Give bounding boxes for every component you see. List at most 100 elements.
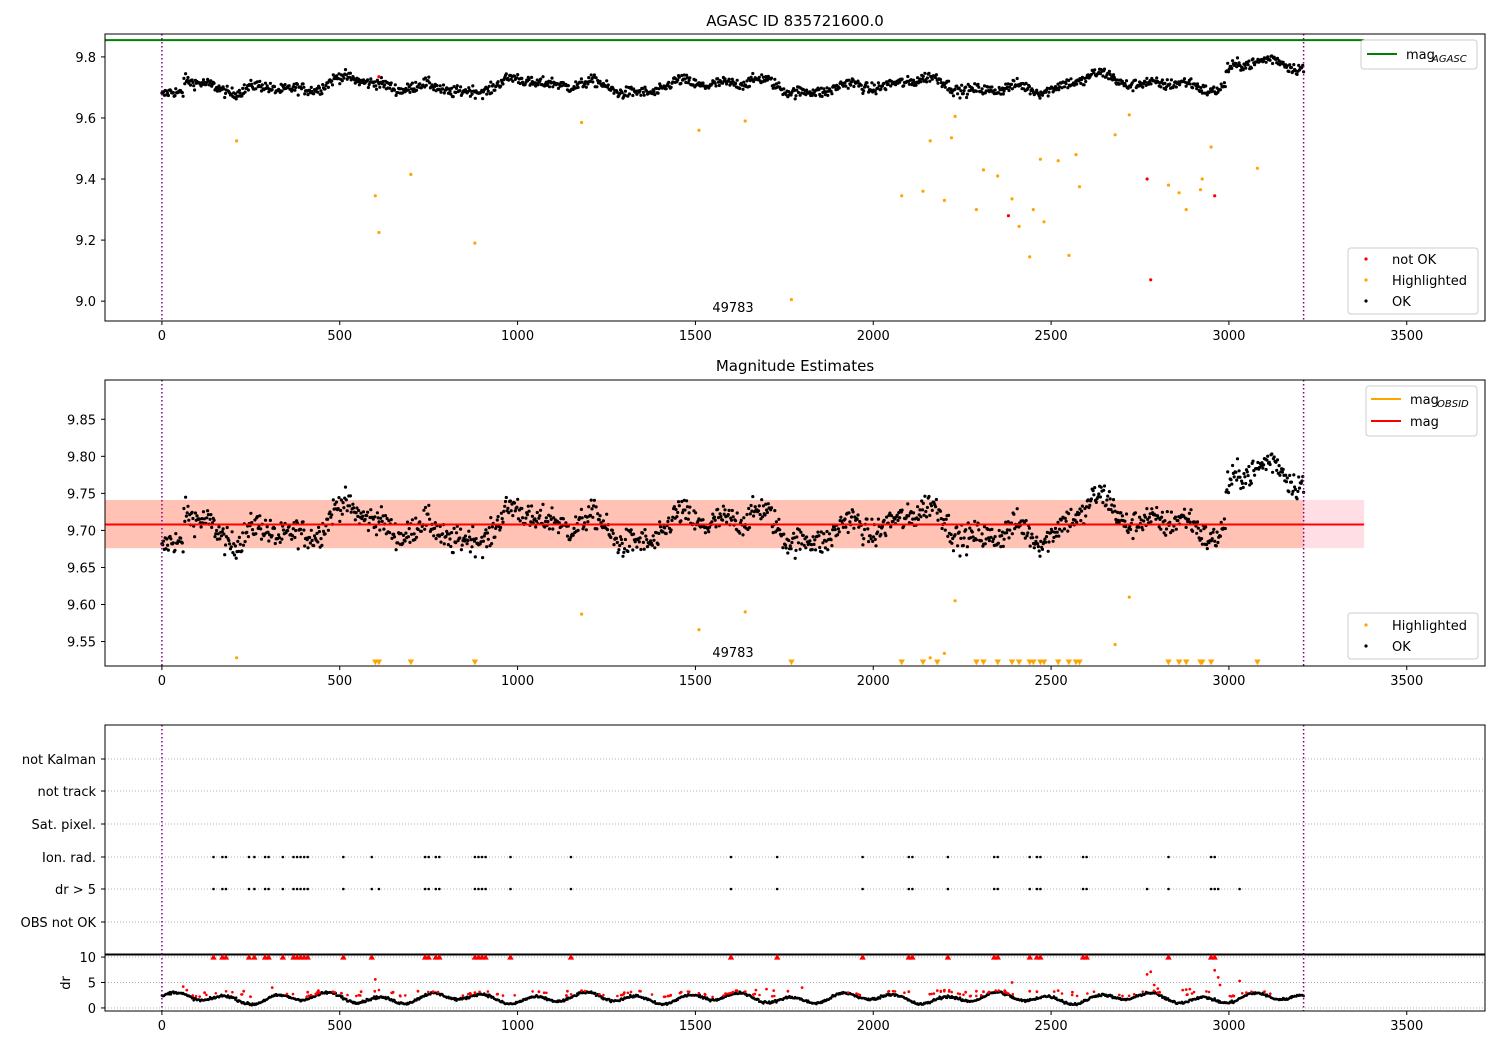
dr-red-point xyxy=(800,986,804,989)
ok-point xyxy=(1141,85,1145,89)
dr-red-point xyxy=(373,978,377,981)
dr-red-point xyxy=(331,990,335,993)
ok-point xyxy=(870,517,874,521)
flag-point xyxy=(434,855,438,859)
ok-point xyxy=(727,77,731,81)
ok-point xyxy=(1002,537,1006,541)
ok-point xyxy=(259,537,264,541)
ok-point xyxy=(330,79,334,83)
flag-point xyxy=(295,887,299,891)
ok-point xyxy=(1080,504,1084,508)
ok-point xyxy=(432,526,437,531)
ok-point xyxy=(1046,549,1050,553)
ok-point xyxy=(1053,526,1058,531)
ok-point xyxy=(399,531,403,536)
highlighted-point xyxy=(409,172,413,176)
ok-point xyxy=(414,80,418,84)
flag-point xyxy=(1216,887,1220,891)
ok-point xyxy=(390,536,394,541)
ok-point xyxy=(947,79,951,83)
ok-point xyxy=(610,528,615,532)
y-tick-label: 9.60 xyxy=(67,599,96,614)
dr-red-point xyxy=(1269,992,1272,995)
ok-point xyxy=(1268,462,1272,467)
ok-point xyxy=(312,544,316,548)
ok-point xyxy=(809,543,814,547)
ok-point xyxy=(639,547,643,552)
dr-red-point xyxy=(1228,994,1232,998)
ok-point xyxy=(1129,85,1133,89)
dr-red-point xyxy=(580,989,583,992)
dr-red-point xyxy=(224,990,228,993)
flag-point xyxy=(221,855,224,859)
ok-point xyxy=(366,510,370,514)
ok-point xyxy=(414,516,418,520)
ok-point xyxy=(241,531,245,535)
ok-point xyxy=(773,77,777,81)
flag-point xyxy=(509,855,512,859)
dr-red-point xyxy=(982,990,985,994)
ok-point xyxy=(287,84,291,88)
ok-point xyxy=(206,513,210,517)
ok-point xyxy=(824,90,828,94)
y-tick-label: 9.6 xyxy=(75,112,96,127)
flag-point xyxy=(302,855,306,859)
ok-point xyxy=(939,517,943,521)
ok-point xyxy=(1293,487,1297,491)
flag-point xyxy=(911,855,914,859)
ok-point xyxy=(1047,90,1051,94)
flag-point xyxy=(480,887,484,891)
ok-point xyxy=(1182,514,1186,518)
ok-point xyxy=(820,550,824,554)
ok-point xyxy=(1154,517,1158,521)
ok-point xyxy=(317,86,321,90)
ok-point xyxy=(911,517,915,521)
ok-point xyxy=(738,531,742,535)
ok-point xyxy=(227,538,231,543)
ok-point xyxy=(986,85,990,89)
ok-point xyxy=(233,544,237,548)
ok-point xyxy=(1213,539,1217,543)
ok-point xyxy=(657,87,661,91)
ok-point xyxy=(1246,474,1250,478)
dr-red-point xyxy=(203,991,207,995)
ok-point xyxy=(550,76,554,80)
ok-point xyxy=(1143,80,1147,84)
ok-point xyxy=(1075,82,1079,86)
ok-point xyxy=(1235,457,1240,461)
x-tick-label: 3000 xyxy=(1212,674,1245,689)
highlighted-point xyxy=(1127,113,1131,117)
not-ok-point xyxy=(1149,278,1153,282)
ok-point xyxy=(722,512,726,516)
ok-point xyxy=(182,76,186,80)
flag-point xyxy=(1209,855,1213,859)
ok-point xyxy=(365,514,369,518)
ok-point xyxy=(1266,454,1270,458)
ok-point xyxy=(782,532,786,536)
ok-point xyxy=(825,529,829,534)
dr-red-point xyxy=(469,993,473,996)
ok-point xyxy=(886,82,890,86)
ok-point xyxy=(371,517,375,521)
ok-point xyxy=(773,509,777,513)
ok-point xyxy=(1176,519,1180,523)
ok-point xyxy=(870,81,874,85)
ok-point xyxy=(918,77,922,81)
ok-point xyxy=(448,89,452,93)
ok-point xyxy=(240,94,244,98)
ok-point xyxy=(316,90,320,94)
ok-point xyxy=(373,80,377,84)
flag-point xyxy=(427,855,431,859)
ok-point xyxy=(493,535,497,539)
ok-point xyxy=(361,78,366,82)
ok-point xyxy=(874,544,878,548)
ok-point xyxy=(814,548,818,552)
ok-point xyxy=(1064,82,1068,86)
ok-point xyxy=(280,537,284,541)
ok-point xyxy=(1214,544,1218,548)
ok-point xyxy=(1142,519,1146,523)
ok-point xyxy=(1218,534,1222,538)
ok-point xyxy=(292,521,296,525)
ok-point xyxy=(631,93,635,98)
ok-point xyxy=(246,88,250,92)
